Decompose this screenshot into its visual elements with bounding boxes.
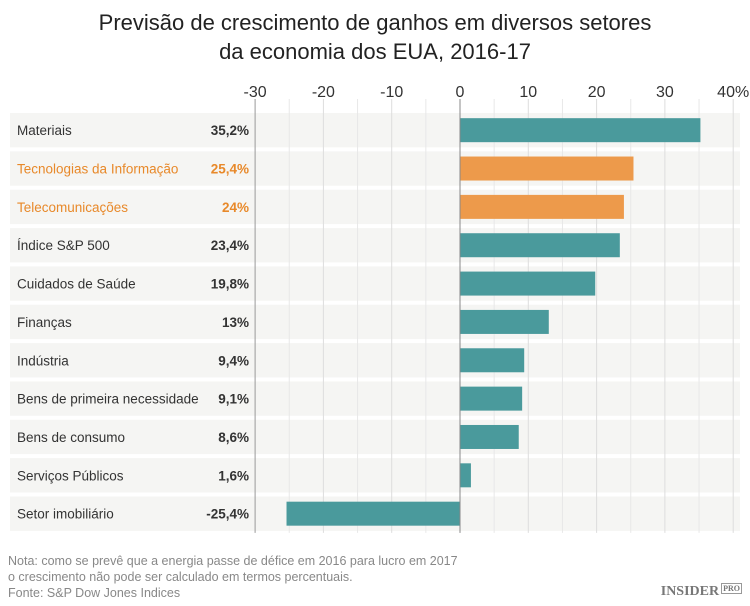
bar <box>460 348 525 373</box>
category-label: Materiais <box>17 123 72 138</box>
category-label: Tecnologias da Informação <box>17 162 178 177</box>
value-label: 23,4% <box>211 238 249 253</box>
value-label: 24% <box>222 200 249 215</box>
category-label: Bens de consumo <box>17 430 125 445</box>
value-label: 8,6% <box>218 430 249 445</box>
x-tick-label: -30 <box>244 84 267 101</box>
x-tick-label: 10 <box>519 84 537 101</box>
row-band <box>10 381 740 416</box>
insider-pro-logo: INSIDER PRO <box>660 583 742 599</box>
row-band <box>10 266 740 301</box>
x-tick-label: 40% <box>717 84 749 101</box>
row-band <box>10 343 740 378</box>
bar <box>460 118 701 143</box>
source-note: Fonte: S&P Dow Jones Indices <box>8 586 181 600</box>
value-label: -25,4% <box>206 507 249 522</box>
bar <box>460 463 471 488</box>
value-label: 9,4% <box>218 353 249 368</box>
category-label: Telecomunicações <box>17 200 128 215</box>
bar <box>460 386 523 411</box>
row-band <box>10 419 740 455</box>
bar <box>460 309 549 334</box>
note-line-1: Nota: como se prevê que a energia passe … <box>8 554 458 568</box>
row-band <box>10 304 740 340</box>
value-label: 9,1% <box>218 392 249 407</box>
category-label: Bens de primeira necessidade <box>17 392 199 407</box>
value-label: 13% <box>222 315 249 330</box>
value-label: 19,8% <box>211 277 249 292</box>
bar <box>286 501 460 526</box>
bar <box>460 233 620 258</box>
chart-title-line2: da economia dos EUA, 2016-17 <box>219 39 531 64</box>
bar <box>460 271 596 296</box>
x-tick-label: 20 <box>588 84 606 101</box>
x-tick-label: -20 <box>312 84 335 101</box>
row-band <box>10 458 740 493</box>
category-label: Índice S&P 500 <box>17 238 110 253</box>
x-tick-label: 0 <box>456 84 465 101</box>
bar <box>460 424 519 449</box>
chart-title-line1: Previsão de crescimento de ganhos em div… <box>98 10 652 35</box>
value-label: 25,4% <box>211 162 249 177</box>
category-label: Setor imobiliário <box>17 507 114 522</box>
value-label: 1,6% <box>218 468 249 483</box>
note-line-2: o crescimento não pode ser calculado em … <box>8 570 353 584</box>
bar <box>460 194 624 219</box>
category-label: Serviços Públicos <box>17 468 124 483</box>
category-label: Cuidados de Saúde <box>17 277 136 292</box>
bar <box>460 156 634 181</box>
category-label: Finanças <box>17 315 72 330</box>
x-tick-label: 30 <box>656 84 674 101</box>
x-tick-label: -10 <box>380 84 403 101</box>
category-label: Indústria <box>17 353 69 368</box>
value-label: 35,2% <box>211 123 249 138</box>
